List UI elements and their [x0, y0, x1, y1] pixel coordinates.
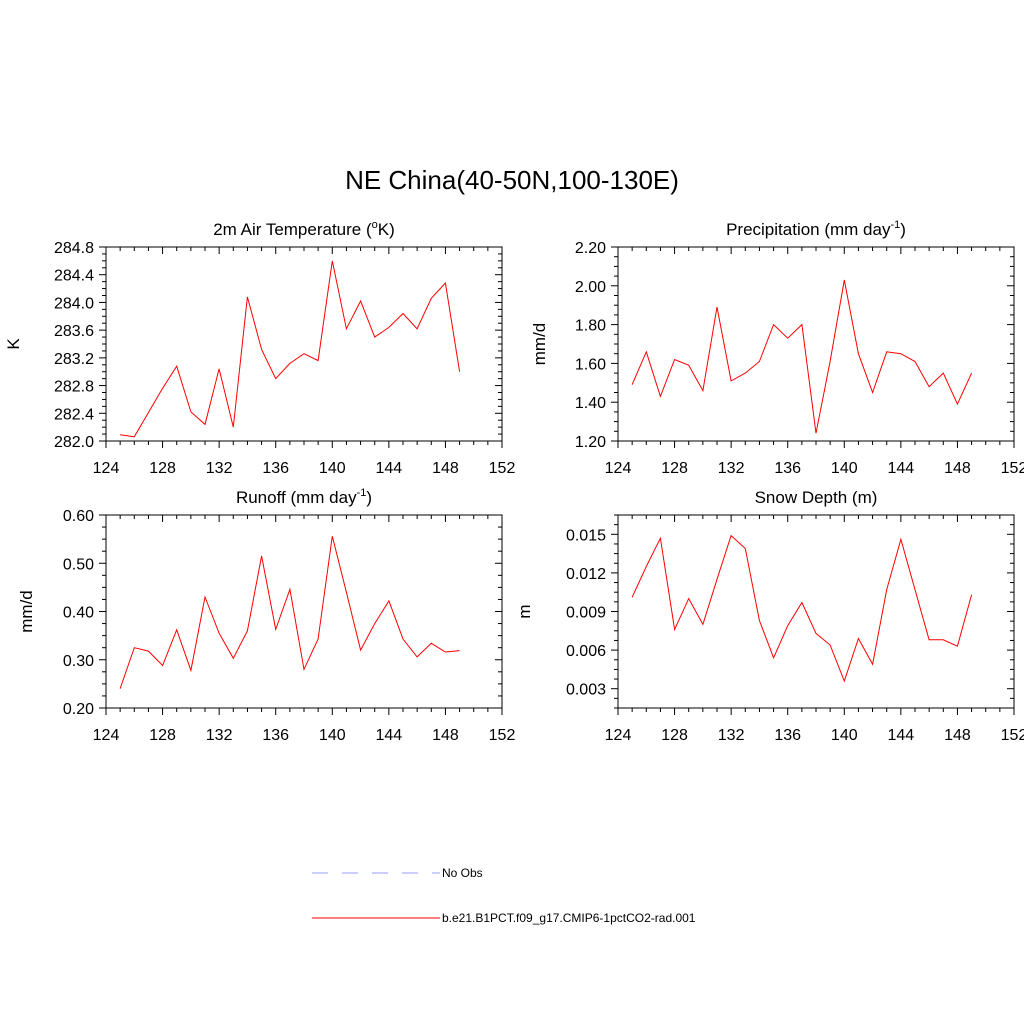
y-axis-label: mm/d: [530, 323, 549, 366]
y-tick-label: 0.012: [566, 566, 606, 583]
panel-title: Runoff (mm day-1): [236, 487, 372, 507]
x-tick-label: 128: [661, 727, 688, 744]
series-line-precipitation: [631, 279, 973, 434]
x-tick-label: 132: [206, 460, 233, 477]
x-tick-label: 124: [93, 460, 120, 477]
x-tick-label: 144: [888, 460, 915, 477]
x-tick-label: 132: [718, 460, 745, 477]
y-tick-label: 283.2: [54, 351, 94, 368]
x-tick-label: 132: [206, 727, 233, 744]
x-tick-label: 140: [831, 460, 858, 477]
x-tick-label: 140: [831, 727, 858, 744]
panel-title-suffix: ): [900, 220, 906, 239]
y-axis-label: mm/d: [17, 590, 36, 633]
x-tick-label: 144: [376, 460, 403, 477]
y-tick-label: 283.6: [54, 323, 94, 340]
x-tick-label: 144: [888, 727, 915, 744]
panel-title-main: 2m Air Temperature (: [213, 220, 372, 239]
panel-title: 2m Air Temperature (oK): [213, 219, 395, 239]
y-tick-label: 282.0: [54, 434, 94, 451]
x-tick-label: 144: [376, 727, 403, 744]
y-tick-label: 2.20: [575, 240, 606, 257]
panel-title-main: Runoff (mm day: [236, 488, 357, 507]
y-tick-label: 1.20: [575, 434, 606, 451]
panel-title-superscript: -1: [890, 219, 900, 231]
x-tick-label: 128: [149, 460, 176, 477]
y-tick-label: 0.015: [566, 527, 606, 544]
x-tick-label: 152: [489, 727, 516, 744]
y-tick-label: 1.40: [575, 395, 606, 412]
panel-title: Precipitation (mm day-1): [726, 219, 906, 239]
panel-title-superscript: o: [372, 219, 378, 231]
y-tick-label: 0.30: [63, 653, 94, 670]
legend-label-no-obs: No Obs: [442, 866, 483, 880]
x-tick-label: 136: [774, 727, 801, 744]
y-axis-label: K: [4, 338, 23, 350]
y-tick-label: 0.20: [63, 701, 94, 718]
x-tick-label: 152: [1001, 727, 1024, 744]
y-tick-label: 284.0: [54, 295, 94, 312]
y-tick-label: 0.40: [63, 605, 94, 622]
x-tick-label: 124: [605, 727, 632, 744]
y-tick-label: 0.009: [566, 605, 606, 622]
x-tick-label: 140: [319, 727, 346, 744]
y-tick-label: 284.4: [54, 268, 94, 285]
y-tick-label: 284.8: [54, 240, 94, 257]
x-tick-label: 148: [432, 460, 459, 477]
panel-title-main: Precipitation (mm day: [726, 220, 891, 239]
x-tick-label: 136: [774, 460, 801, 477]
x-tick-label: 148: [944, 727, 971, 744]
x-tick-label: 152: [489, 460, 516, 477]
y-axis-label: m: [515, 604, 534, 618]
x-tick-label: 136: [262, 727, 289, 744]
x-tick-label: 124: [605, 460, 632, 477]
panel-title-suffix: ): [366, 488, 372, 507]
x-tick-label: 136: [262, 460, 289, 477]
x-tick-label: 124: [93, 727, 120, 744]
panel-title-main: Snow Depth (m): [755, 488, 878, 507]
y-tick-label: 0.60: [63, 508, 94, 525]
y-tick-label: 1.80: [575, 318, 606, 335]
x-tick-label: 128: [661, 460, 688, 477]
series-line-snow-depth: [631, 534, 973, 683]
legend-label-model: b.e21.B1PCT.f09_g17.CMIP6-1pctCO2-rad.00…: [442, 911, 696, 925]
y-tick-label: 1.60: [575, 356, 606, 373]
y-tick-label: 2.00: [575, 279, 606, 296]
x-tick-label: 140: [319, 460, 346, 477]
figure-title: NE China(40-50N,100-130E): [345, 165, 679, 195]
x-tick-label: 132: [718, 727, 745, 744]
series-line-runoff: [119, 536, 460, 689]
x-tick-label: 152: [1001, 460, 1024, 477]
y-tick-label: 0.006: [566, 643, 606, 660]
x-tick-label: 148: [432, 727, 459, 744]
y-tick-label: 0.50: [63, 556, 94, 573]
x-tick-label: 148: [944, 460, 971, 477]
panel-title-superscript: -1: [357, 487, 367, 499]
y-tick-label: 282.8: [54, 379, 94, 396]
panel-title-suffix: K): [378, 220, 395, 239]
series-line-air-temperature: [120, 260, 461, 438]
y-tick-label: 0.003: [566, 682, 606, 699]
y-tick-label: 282.4: [54, 406, 94, 423]
x-tick-label: 128: [149, 727, 176, 744]
panel-title: Snow Depth (m): [755, 488, 878, 507]
